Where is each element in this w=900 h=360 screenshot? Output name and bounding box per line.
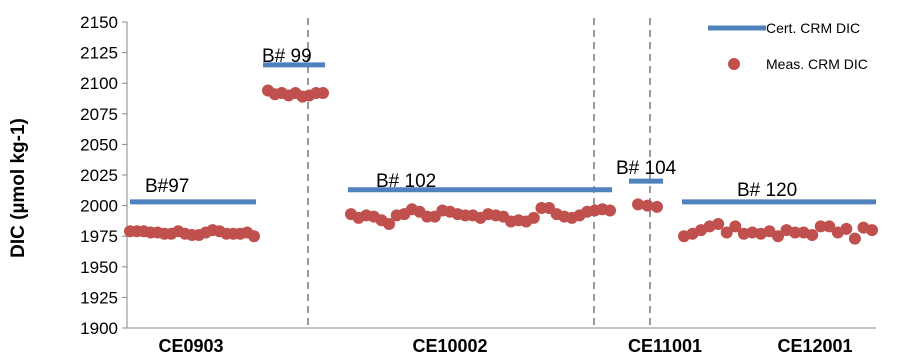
category-label: CE11001 [628, 336, 702, 356]
measured-point [712, 217, 725, 230]
y-tick-label: 2050 [80, 135, 118, 154]
y-tick-label: 2100 [80, 74, 118, 93]
legend: Cert. CRM DIC Meas. CRM DIC [708, 20, 868, 72]
measured-point [772, 230, 784, 243]
measured-point [527, 211, 540, 224]
measured-point [632, 198, 644, 211]
measured-series [124, 84, 878, 245]
y-tick-label: 1925 [80, 288, 118, 307]
segment-dividers [307, 18, 651, 328]
measured-point [814, 220, 827, 233]
y-tick-label: 2125 [80, 44, 118, 63]
measured-point [720, 226, 733, 239]
batch-label: B# 120 [737, 180, 797, 201]
y-tick-label: 2075 [80, 105, 118, 124]
measured-point [823, 220, 836, 233]
y-tick-label: 1950 [80, 258, 118, 277]
measured-point [789, 226, 802, 239]
measured-point [840, 222, 853, 235]
measured-point [806, 228, 819, 241]
y-axis: 1900 1925 1950 1975 2000 2025 2050 2075 2100 2125… [80, 13, 876, 338]
y-tick-label: 2000 [80, 197, 118, 216]
batch-label: B# 102 [376, 171, 436, 192]
y-tick-label: 2025 [80, 166, 118, 185]
measured-point [866, 224, 878, 237]
y-tick-label: 1975 [80, 227, 118, 246]
category-label: CE0903 [158, 336, 223, 356]
batch-label: B#97 [145, 176, 189, 197]
y-axis-label: DIC (µmol kg-1) [8, 118, 29, 258]
y-tick-label: 2150 [80, 13, 118, 32]
category-label: CE10002 [412, 336, 487, 356]
y-tick-label: 1900 [80, 319, 118, 338]
measured-point [383, 217, 396, 230]
category-label: CE12001 [777, 336, 852, 356]
batch-label: B# 104 [616, 158, 677, 179]
measured-point [848, 232, 861, 245]
legend-label: Meas. CRM DIC [766, 56, 868, 72]
batch-label: B# 99 [262, 46, 312, 67]
measured-point [641, 199, 654, 212]
measured-point [248, 230, 260, 243]
measured-point [317, 86, 329, 99]
measured-point [651, 200, 663, 213]
certified-series [130, 62, 876, 205]
x-category-labels: CE0903 CE10002 CE11001 CE12001 [158, 336, 852, 356]
legend-marker-swatch [728, 58, 740, 70]
batch-labels: B#97 B# 99 B# 102 B# 104 B# 120 [145, 46, 797, 201]
measured-point [604, 204, 616, 217]
measured-point [729, 220, 742, 233]
legend-label: Cert. CRM DIC [766, 20, 860, 36]
